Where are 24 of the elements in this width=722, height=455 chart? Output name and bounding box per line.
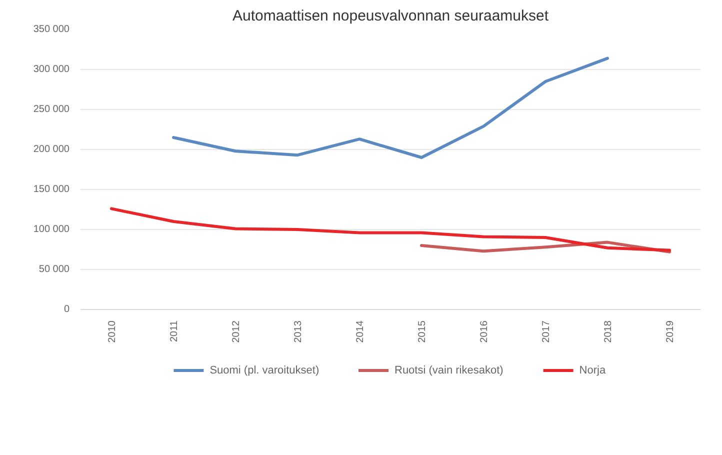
- chart-title: Automaattisen nopeusvalvonnan seuraamukset: [232, 8, 550, 24]
- y-tick-label: 200 000: [33, 144, 70, 155]
- x-tick-label: 2010: [107, 320, 118, 343]
- line-series: [172, 56, 609, 159]
- line-series: [110, 207, 671, 252]
- y-tick-label: 300 000: [33, 64, 70, 75]
- legend-label: Norja: [579, 364, 606, 376]
- y-tick-label: 50 000: [38, 264, 70, 275]
- legend-label: Ruotsi (vain rikesakot): [394, 364, 504, 376]
- y-tick-label: 350 000: [33, 24, 70, 35]
- x-tick-label: 2012: [231, 320, 242, 343]
- y-tick-label: 0: [64, 304, 70, 315]
- x-tick-label: 2019: [665, 320, 676, 343]
- x-tick-label: 2017: [541, 320, 552, 343]
- x-tick-label: 2011: [169, 320, 180, 342]
- x-tick-label: 2014: [355, 320, 366, 343]
- x-tick-label: 2015: [417, 320, 428, 343]
- x-tick-label: 2018: [603, 320, 614, 343]
- x-tick-label: 2016: [479, 320, 490, 343]
- y-tick-label: 100 000: [33, 224, 70, 235]
- legend-label: Suomi (pl. varoitukset): [210, 364, 320, 376]
- x-tick-label: 2013: [293, 320, 304, 343]
- y-tick-label: 150 000: [33, 184, 70, 195]
- y-tick-label: 250 000: [33, 104, 70, 115]
